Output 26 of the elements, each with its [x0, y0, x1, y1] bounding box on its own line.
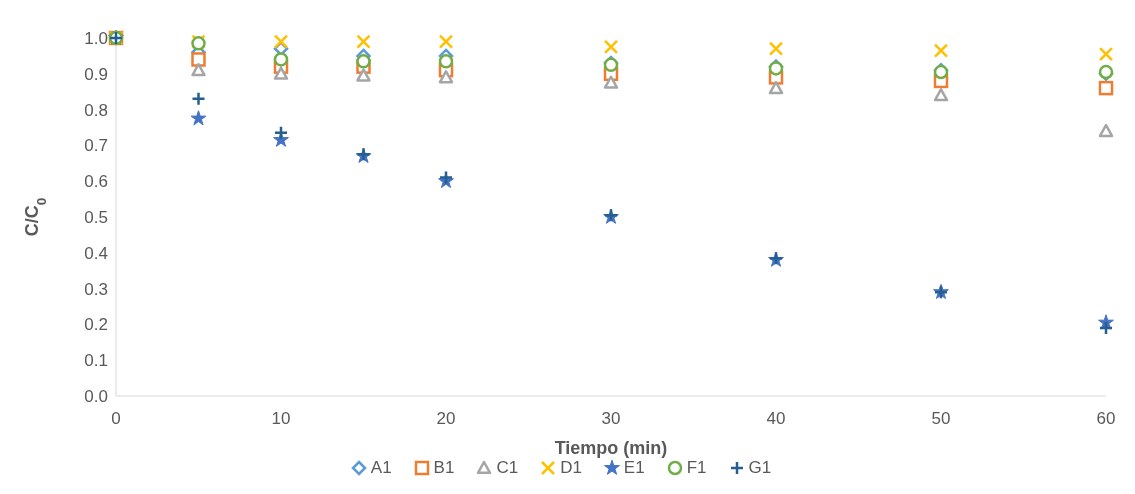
- legend-label: G1: [747, 458, 772, 478]
- y-tick-label: 1.0: [84, 29, 108, 49]
- x-tick-label: 60: [1096, 409, 1116, 429]
- x-tick-label: 10: [271, 409, 291, 429]
- x-axis-title: Tiempo (min): [554, 438, 668, 458]
- y-tick-label: 0.6: [84, 172, 108, 192]
- x-tick-label: 40: [766, 409, 786, 429]
- y-tick-label: 0.3: [84, 279, 108, 299]
- legend-label: F1: [685, 458, 707, 478]
- legend-label: C1: [495, 458, 519, 478]
- y-tick-label: 0.1: [84, 351, 108, 371]
- x-tick-label: 30: [601, 409, 621, 429]
- legend-label: A1: [369, 458, 392, 478]
- x-tick-label: 50: [931, 409, 951, 429]
- legend-label: B1: [432, 458, 455, 478]
- x-tick-label: 20: [436, 409, 456, 429]
- y-tick-label: 0.0: [84, 387, 108, 407]
- y-tick-label: 0.9: [84, 64, 108, 84]
- legend-label: D1: [559, 458, 582, 478]
- y-tick-label: 0.4: [84, 243, 108, 263]
- y-tick-label: 0.5: [84, 208, 108, 228]
- y-tick-label: 0.8: [84, 100, 108, 120]
- y-tick-label: 0.7: [84, 136, 108, 156]
- x-tick-label: 0: [111, 409, 121, 429]
- y-tick-label: 0.2: [84, 315, 108, 335]
- legend-label: E1: [622, 458, 645, 478]
